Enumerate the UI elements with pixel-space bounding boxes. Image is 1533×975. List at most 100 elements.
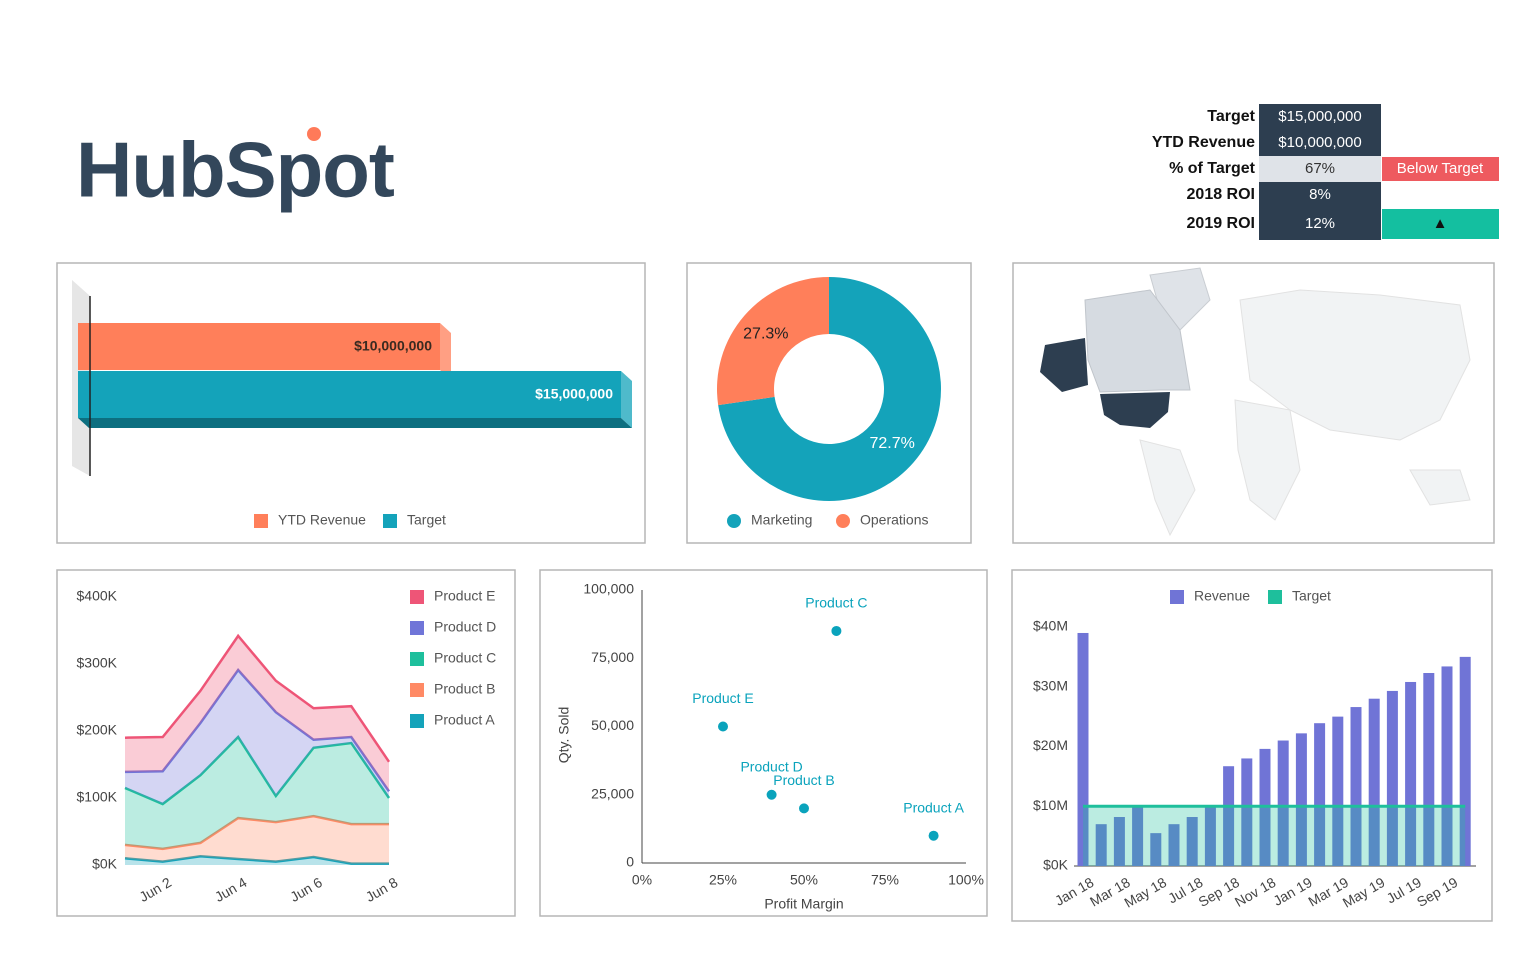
kpi-value: $15,000,000 <box>1278 108 1361 125</box>
bar-value-label: $15,000,000 <box>535 386 613 402</box>
map-land <box>1084 289 1191 393</box>
legend-swatch <box>1268 590 1282 604</box>
legend-label: Product C <box>434 650 496 666</box>
bar <box>1223 766 1235 866</box>
legend-swatch <box>1170 590 1184 604</box>
logo-sprocket <box>307 127 321 141</box>
bar <box>78 323 440 370</box>
logo: HubSpot <box>76 126 395 214</box>
area-fill <box>125 670 389 805</box>
y-tick-label: 75,000 <box>591 649 634 665</box>
bar-value-label: $10,000,000 <box>354 338 432 354</box>
legend-swatch <box>410 683 424 697</box>
bar <box>1168 824 1180 866</box>
legend-label: Product E <box>434 588 495 604</box>
legend-label: Revenue <box>1194 588 1250 604</box>
map-land <box>1239 289 1471 441</box>
bar <box>1077 632 1089 866</box>
legend-swatch <box>727 514 741 528</box>
legend-label: Product D <box>434 619 496 635</box>
bar <box>1350 707 1362 866</box>
y-tick-label: $0K <box>92 856 118 872</box>
y-tick-label: 50,000 <box>591 717 634 733</box>
y-axis-label: Qty. Sold <box>556 707 572 764</box>
y-tick-label: $0K <box>1043 857 1069 873</box>
bar <box>1204 806 1216 866</box>
kpi-value: $10,000,000 <box>1278 134 1361 151</box>
pie-value-label: 27.3% <box>743 326 788 343</box>
kpi-label: Target <box>1207 108 1255 125</box>
y-tick-label: $40M <box>1033 618 1068 634</box>
point-label: Product C <box>805 595 867 611</box>
area-line <box>124 855 389 865</box>
area-line <box>124 814 389 851</box>
bar <box>78 371 621 418</box>
legend-label: Product A <box>434 712 495 728</box>
legend-label: Product B <box>434 681 495 697</box>
bar-side <box>440 323 451 380</box>
area-fill <box>125 737 389 849</box>
scatter-point <box>718 721 728 732</box>
kpi-label: YTD Revenue <box>1152 134 1255 151</box>
area-fill <box>125 635 389 792</box>
bar-side <box>621 371 632 428</box>
area-line <box>124 633 391 763</box>
area-fill <box>125 816 389 864</box>
kpi-value: 67% <box>1305 160 1335 177</box>
bar <box>1186 817 1198 866</box>
legend-swatch <box>254 514 268 528</box>
x-axis-label: Profit Margin <box>764 896 843 912</box>
y-tick-label: $200K <box>77 722 118 738</box>
map-land <box>1234 399 1301 521</box>
line-area <box>1083 806 1466 866</box>
map-highlight <box>1100 392 1170 428</box>
kpi-label: % of Target <box>1169 160 1256 177</box>
world-map <box>1040 267 1471 537</box>
y-tick-label: $20M <box>1033 737 1068 753</box>
kpi-status: Below Target <box>1397 160 1484 177</box>
x-tick-label: 100% <box>948 872 984 888</box>
bar <box>1241 758 1253 866</box>
y-tick-label: $10M <box>1033 797 1068 813</box>
panel <box>539 569 988 917</box>
bar <box>1150 833 1162 866</box>
bar <box>1277 740 1289 866</box>
bar <box>1459 656 1471 866</box>
area-line <box>124 735 391 806</box>
legend-swatch <box>410 714 424 728</box>
bar <box>1386 690 1398 866</box>
pie-slice <box>718 277 941 501</box>
legend-label: Target <box>407 512 446 528</box>
y-tick-label: 100,000 <box>583 581 634 597</box>
point-label: Product E <box>692 690 753 706</box>
y-tick-label: $400K <box>77 588 118 604</box>
x-tick-label: 0% <box>632 872 652 888</box>
legend-swatch <box>836 514 850 528</box>
point-label: Product D <box>740 758 802 774</box>
bar <box>1332 716 1344 866</box>
legend-swatch <box>383 514 397 528</box>
kpi-cell <box>1259 130 1381 156</box>
y-tick-label: $300K <box>77 655 118 671</box>
area-line <box>124 668 391 793</box>
kpi-value: 12% <box>1305 215 1335 232</box>
legend-swatch <box>410 621 424 635</box>
kpi-label: 2018 ROI <box>1187 186 1255 203</box>
kpi-cell <box>1259 182 1381 208</box>
bar <box>1295 733 1307 866</box>
point-label: Product A <box>903 799 964 815</box>
bar <box>1095 824 1107 866</box>
legend-swatch <box>410 652 424 666</box>
map-land <box>1139 439 1196 537</box>
legend-label: YTD Revenue <box>278 512 366 528</box>
bar <box>1314 723 1326 866</box>
bar <box>1113 817 1125 866</box>
kpi-status-cell <box>1382 157 1499 181</box>
legend-label: Marketing <box>751 512 812 528</box>
kpi-status-cell <box>1382 209 1499 239</box>
y-tick-label: $100K <box>77 789 118 805</box>
map-highlight <box>1040 338 1088 392</box>
kpi-status: ▲ <box>1433 215 1448 232</box>
map-land <box>1409 469 1471 506</box>
